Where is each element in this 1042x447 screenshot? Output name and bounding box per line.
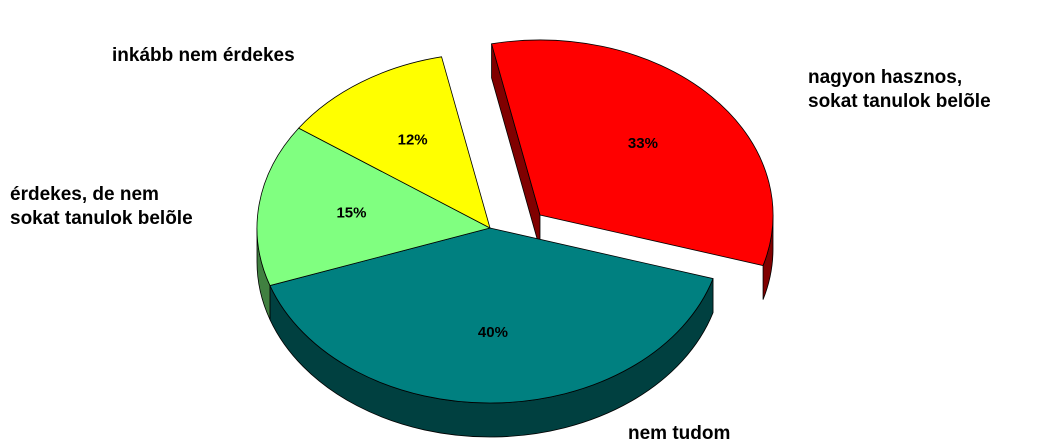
value-label: 40% xyxy=(478,324,508,341)
slice xyxy=(269,227,714,404)
category-label: érdekes, de nem sokat tanulok belõle xyxy=(10,184,193,229)
value-label: 12% xyxy=(398,132,428,149)
category-label: inkább nem érdekes xyxy=(112,45,295,66)
category-label: nem tudom xyxy=(628,423,731,444)
slice xyxy=(298,56,491,229)
slice xyxy=(256,127,492,287)
value-label: 15% xyxy=(336,205,366,222)
slice xyxy=(491,39,774,267)
value-label: 33% xyxy=(628,135,658,152)
category-label: nagyon hasznos, sokat tanulok belõle xyxy=(808,67,991,112)
